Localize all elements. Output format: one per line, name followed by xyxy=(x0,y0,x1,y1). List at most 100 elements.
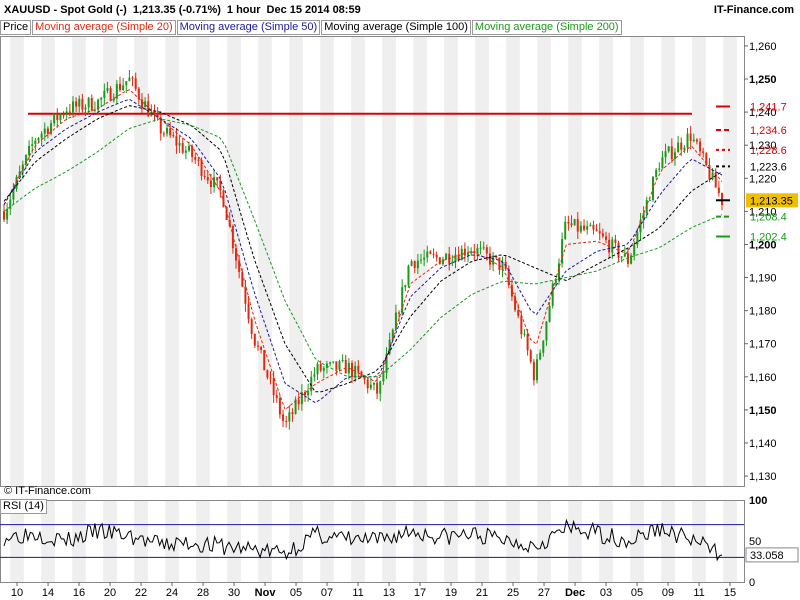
candle-body xyxy=(3,211,5,220)
legend-ma100[interactable]: Moving average (Simple 100) xyxy=(321,20,471,35)
candle-body xyxy=(275,395,278,399)
candle-body xyxy=(131,77,134,79)
candle-body xyxy=(357,365,360,372)
y-tick-label: 1,130 xyxy=(749,471,777,483)
rsi-grid-band xyxy=(568,500,582,582)
level-label: 1,208.4 xyxy=(750,212,787,224)
candle-body xyxy=(670,146,673,159)
y-tick-label: 1,230 xyxy=(749,140,777,152)
candle-body xyxy=(429,251,432,254)
candle-body xyxy=(216,177,219,181)
legend-ma50[interactable]: Moving average (Simple 50) xyxy=(176,20,321,35)
candle-body xyxy=(579,225,582,232)
x-tick-label: 11 xyxy=(352,587,363,599)
grid-band xyxy=(289,36,303,486)
candle-body xyxy=(269,377,272,379)
candle-body xyxy=(667,146,670,152)
candle-body xyxy=(689,133,692,142)
candle-body xyxy=(673,152,676,159)
rsi-grid-band xyxy=(413,500,427,582)
candle-body xyxy=(677,142,680,153)
grid-band xyxy=(10,36,24,486)
grid-band xyxy=(103,36,117,486)
rsi-grid-band xyxy=(165,500,179,582)
candle-body xyxy=(620,256,623,258)
candle-body xyxy=(482,247,485,249)
candle-body xyxy=(166,128,169,134)
timestamp-label: Dec 15 2014 08:59 xyxy=(266,4,361,16)
candle-body xyxy=(100,98,103,100)
grid-band xyxy=(413,36,427,486)
candle-body xyxy=(46,128,49,134)
candle-body xyxy=(507,269,510,286)
level-label: 1,234.6 xyxy=(750,125,787,137)
candle-body xyxy=(398,312,401,314)
y-tick-label: 1,140 xyxy=(749,438,777,450)
candle-body xyxy=(351,362,354,377)
candle-body xyxy=(658,168,661,170)
legend-ma200[interactable]: Moving average (Simple 200) xyxy=(471,20,622,35)
symbol-label: XAUUSD - Spot Gold (-) xyxy=(4,4,127,16)
legend-ma20[interactable]: Moving average (Simple 20) xyxy=(32,20,176,35)
candle-body xyxy=(288,412,291,422)
rsi-tick-label: 0 xyxy=(749,577,755,589)
rsi-grid-band xyxy=(41,500,55,582)
candle-body xyxy=(191,145,194,158)
x-tick-label: 05 xyxy=(631,587,643,599)
x-tick-label: 11 xyxy=(693,587,704,599)
x-tick-label: 05 xyxy=(290,587,302,599)
x-tick-label: Nov xyxy=(255,587,277,599)
rsi-legend[interactable]: RSI (14) xyxy=(0,499,47,514)
x-tick-label: 22 xyxy=(135,587,147,599)
candle-body xyxy=(488,253,491,265)
candle-body xyxy=(297,399,300,405)
candle-body xyxy=(6,208,9,220)
copyright-label: © IT-Finance.com xyxy=(4,485,91,497)
candle-body xyxy=(247,303,250,320)
y-tick-label: 1,160 xyxy=(749,372,777,384)
candle-body xyxy=(313,374,316,377)
candle-body xyxy=(162,133,165,135)
candle-body xyxy=(137,88,140,100)
legend-price[interactable]: Price xyxy=(0,20,32,35)
candle-body xyxy=(266,370,269,378)
candle-body xyxy=(692,139,695,142)
candle-body xyxy=(514,296,517,311)
candle-body xyxy=(520,315,523,335)
candle-body xyxy=(282,414,285,422)
candle-body xyxy=(680,142,683,150)
candle-body xyxy=(501,261,504,271)
candle-body xyxy=(557,263,560,281)
rsi-grid-band xyxy=(196,500,210,582)
candle-body xyxy=(438,257,441,265)
x-tick-label: 17 xyxy=(414,587,426,599)
candle-body xyxy=(686,133,689,148)
candle-body xyxy=(150,111,153,117)
candle-body xyxy=(156,113,159,118)
candle-body xyxy=(285,421,288,423)
chart-header: XAUUSD - Spot Gold (-) 1,213.35 (-0.71%)… xyxy=(4,4,361,16)
candle-body xyxy=(37,138,40,141)
level-label: 1,223.6 xyxy=(750,161,787,173)
y-tick-label: 1,200 xyxy=(749,239,777,251)
candle-body xyxy=(59,114,62,121)
candle-body xyxy=(103,90,106,99)
x-tick-label: 19 xyxy=(445,587,457,599)
candle-body xyxy=(379,381,382,394)
x-tick-label: 24 xyxy=(166,587,178,599)
candle-body xyxy=(18,171,21,177)
candle-body xyxy=(209,180,212,188)
candle-body xyxy=(526,333,529,351)
price-change-label: 1,213.35 (-0.71%) xyxy=(132,4,221,16)
x-tick-label: 28 xyxy=(197,587,209,599)
candle-body xyxy=(623,253,626,257)
candle-body xyxy=(93,109,96,111)
candle-body xyxy=(586,226,589,230)
y-tick-label: 1,180 xyxy=(749,306,777,318)
candle-body xyxy=(169,128,172,136)
grid-band xyxy=(475,36,489,486)
candle-body xyxy=(153,111,156,114)
candle-body xyxy=(479,247,482,249)
candle-body xyxy=(122,85,125,90)
candle-body xyxy=(71,101,74,113)
